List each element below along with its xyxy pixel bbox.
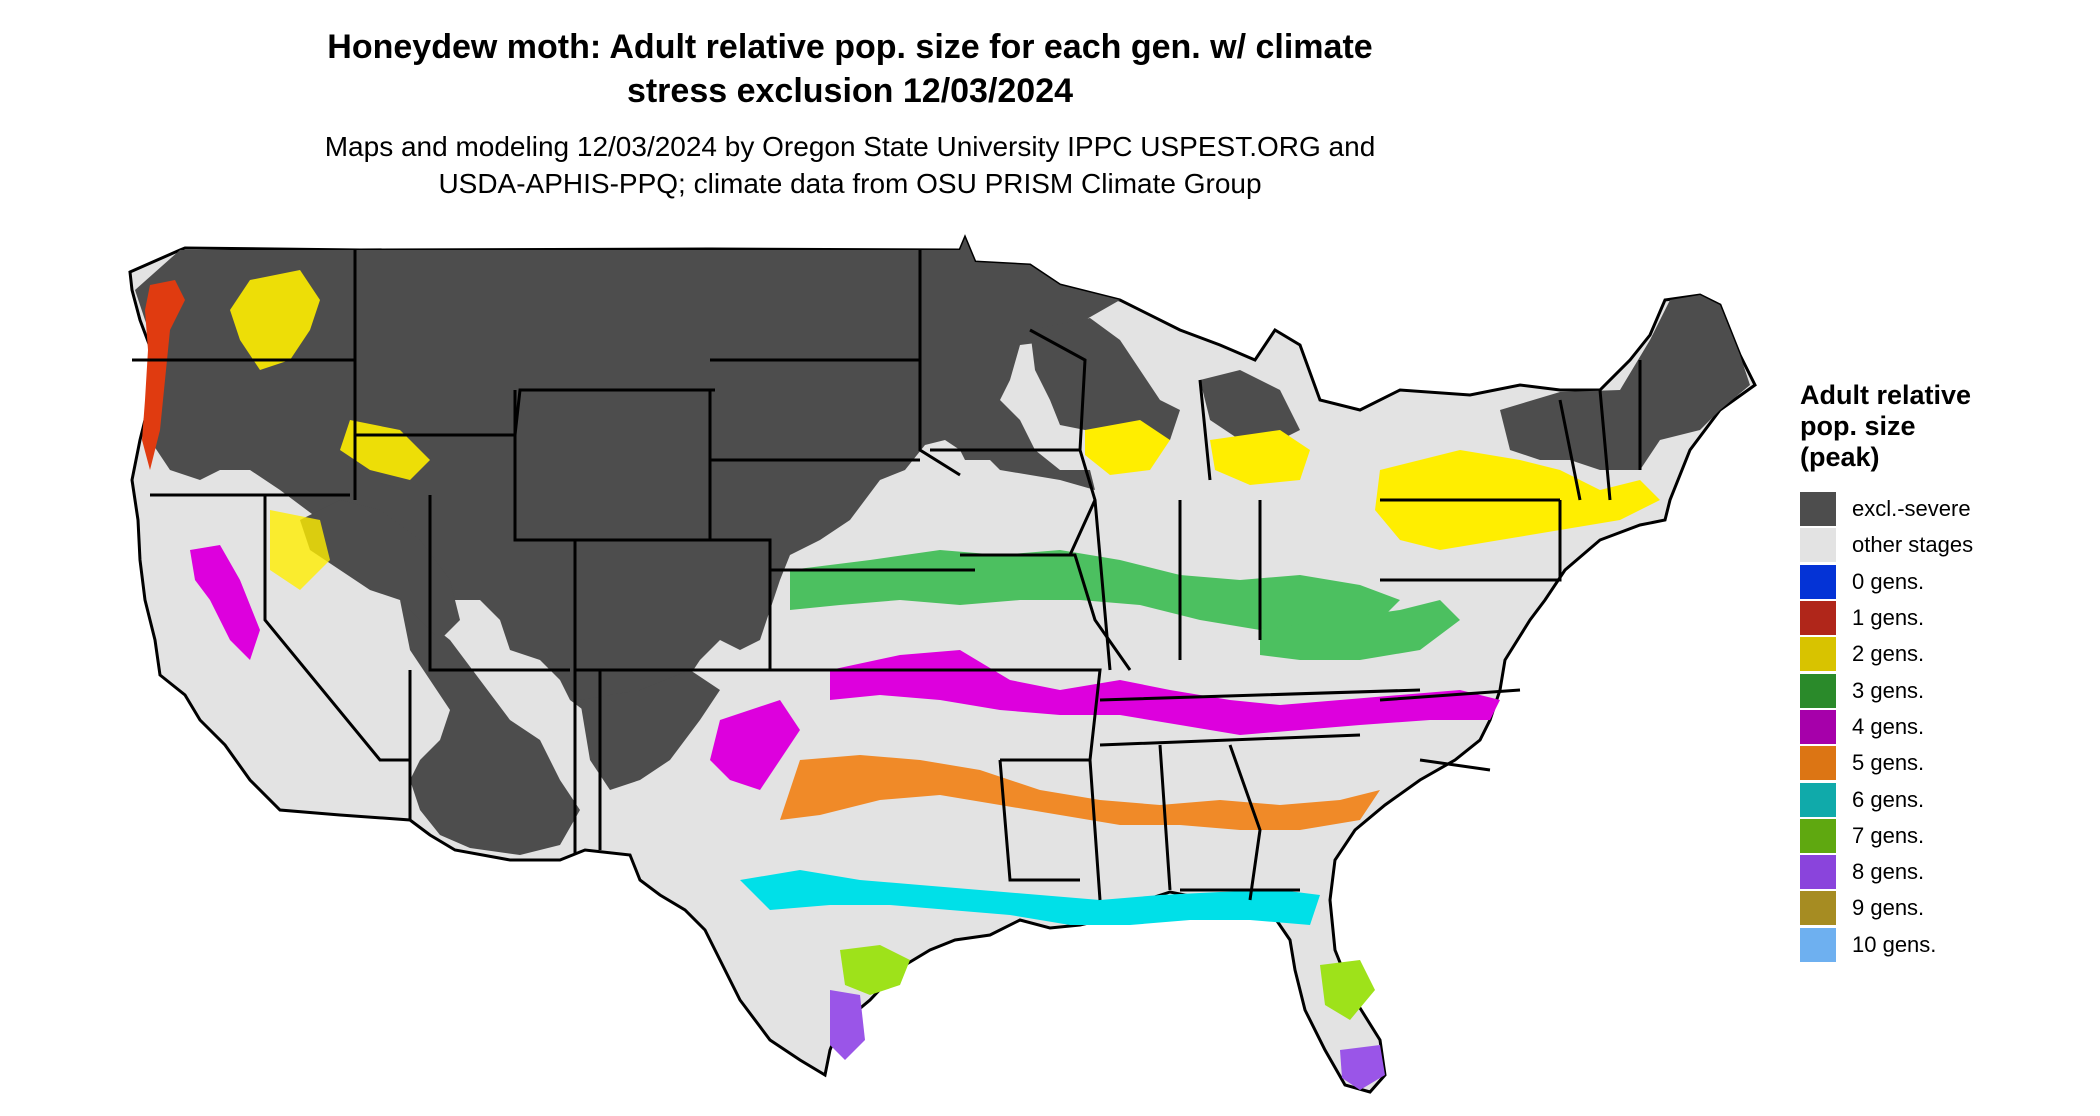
border-co	[575, 538, 772, 670]
legend-label: 8 gens.	[1852, 859, 1925, 885]
border-la	[998, 759, 1080, 882]
legend-item: 9 gens.	[1800, 890, 2080, 926]
border-mn-west	[918, 250, 961, 477]
border-tn-ky	[1099, 688, 1421, 747]
excluded-new-england	[1500, 295, 1750, 470]
band-8-gens-south-florida	[1340, 1045, 1385, 1090]
border-pa-ny	[1380, 498, 1562, 582]
band-1-gens-west-coast	[142, 280, 185, 470]
band-4-gens-california	[190, 545, 260, 660]
legend-label: 10 gens.	[1852, 931, 1937, 957]
state-borders	[132, 250, 1642, 901]
legend-item: 0 gens.	[1800, 564, 2080, 600]
legend-label: 9 gens.	[1852, 895, 1925, 921]
legend-label: 3 gens.	[1852, 677, 1925, 703]
legend-label: 0 gens.	[1852, 568, 1925, 594]
legend-label: 5 gens.	[1852, 750, 1925, 776]
map-subtitle-line-2: USDA-APHIS-PPQ; climate data from OSU PR…	[438, 168, 1262, 199]
legend-label: 7 gens.	[1852, 822, 1925, 848]
border-nv-ut	[263, 495, 570, 762]
border-mt-south	[355, 388, 715, 437]
legend-swatch	[1800, 782, 1836, 817]
border-va-nc	[1379, 688, 1521, 772]
band-2-gens-michigan	[1210, 430, 1310, 485]
legend-item: 6 gens.	[1800, 781, 2080, 817]
legend-item: 2 gens.	[1800, 636, 2080, 672]
excluded-michigan	[1200, 370, 1300, 440]
excluded-new-mexico	[580, 670, 720, 790]
map-subtitle-line-1: Maps and modeling 12/03/2024 by Oregon S…	[324, 131, 1376, 162]
excluded-great-basin	[300, 500, 460, 640]
legend-label: excl.-severe	[1852, 496, 1971, 522]
legend-swatch	[1800, 709, 1836, 744]
legend-item: 3 gens.	[1800, 672, 2080, 708]
border-il-in-oh	[1093, 499, 1262, 671]
legend-item: 1 gens.	[1800, 600, 2080, 636]
legend-title-line-1: Adult relative	[1800, 380, 1972, 410]
band-5-gens-south	[780, 755, 1380, 830]
legend-swatch	[1800, 673, 1836, 708]
band-4-gens-central	[830, 650, 1500, 735]
band-2-gens-wisconsin	[1085, 420, 1170, 475]
border-ms-al	[1088, 744, 1172, 901]
legend-label: 4 gens.	[1852, 713, 1925, 739]
legend-swatch	[1800, 528, 1836, 563]
excluded-southwest	[400, 600, 580, 855]
legend-swatch	[1800, 927, 1836, 962]
legend-item: other stages	[1800, 527, 2080, 563]
band-3-gens-appalachia	[1260, 600, 1460, 660]
legend-swatch	[1800, 818, 1836, 853]
legend-item: 10 gens.	[1800, 927, 2080, 963]
legend-label: other stages	[1852, 532, 1974, 558]
border-wi-mi	[1029, 328, 1212, 481]
legend-title: Adult relative pop. size (peak)	[1800, 380, 2080, 473]
legend-swatch	[1800, 891, 1836, 926]
border-mo	[960, 553, 1132, 671]
border-ar	[975, 668, 1102, 762]
map-title-line-1: Honeydew moth: Adult relative pop. size …	[327, 28, 1373, 66]
legend-item: excl.-severe	[1800, 491, 2080, 527]
legend-swatch	[1800, 601, 1836, 636]
legend-item: 5 gens.	[1800, 745, 2080, 781]
legend-swatch	[1800, 492, 1836, 527]
band-7-gens-florida	[1320, 960, 1375, 1020]
border-az-nm	[408, 670, 577, 855]
legend-swatch	[1800, 564, 1836, 599]
legend-item: 8 gens.	[1800, 854, 2080, 890]
excluded-great-lakes	[1030, 318, 1180, 440]
legend-title-line-2: pop. size	[1800, 411, 1916, 441]
legend-swatch	[1800, 637, 1836, 672]
legend-item: 7 gens.	[1800, 818, 2080, 854]
band-2-gens-northwest	[230, 270, 320, 370]
legend-swatch	[1800, 855, 1836, 890]
legend-label: 6 gens.	[1852, 786, 1925, 812]
legend-rows: excl.-severe other stages 0 gens. 1 gens. 2 …	[1800, 491, 2080, 963]
band-6-gens-gulf	[740, 870, 1320, 925]
legend-swatch	[1800, 746, 1836, 781]
legend-label: 1 gens.	[1852, 605, 1925, 631]
us-map	[128, 234, 1757, 1094]
map-title: Honeydew moth: Adult relative pop. size …	[250, 25, 1450, 113]
band-8-gens-south-texas	[830, 990, 865, 1060]
border-ga	[1180, 744, 1300, 901]
map-title-line-2: stress exclusion 12/03/2024	[626, 72, 1074, 110]
legend-item: 4 gens.	[1800, 709, 2080, 745]
map-subtitle: Maps and modeling 12/03/2024 by Oregon S…	[250, 128, 1450, 202]
band-4-gens-texas	[710, 700, 800, 790]
legend-title-line-3: (peak)	[1800, 442, 1880, 472]
legend-label: 2 gens.	[1852, 641, 1925, 667]
legend: Adult relative pop. size (peak) excl.-se…	[1800, 380, 2080, 963]
band-7-gens-texas-coast	[840, 945, 910, 995]
border-new-england	[1558, 360, 1642, 501]
band-2-gens-great-basin	[270, 510, 330, 590]
border-ia	[930, 448, 1097, 556]
